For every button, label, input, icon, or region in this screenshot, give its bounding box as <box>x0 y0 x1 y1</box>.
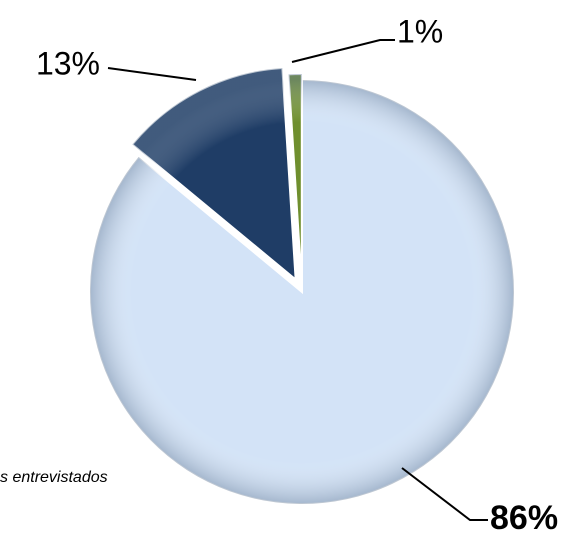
data-label: 13% <box>36 45 100 81</box>
annotation: s entrevistados <box>0 469 108 486</box>
data-label: 86% <box>490 499 558 536</box>
leader-line <box>401 467 488 521</box>
leader-line <box>107 67 197 81</box>
data-label: 1% <box>397 13 443 49</box>
leader-line <box>291 39 395 63</box>
